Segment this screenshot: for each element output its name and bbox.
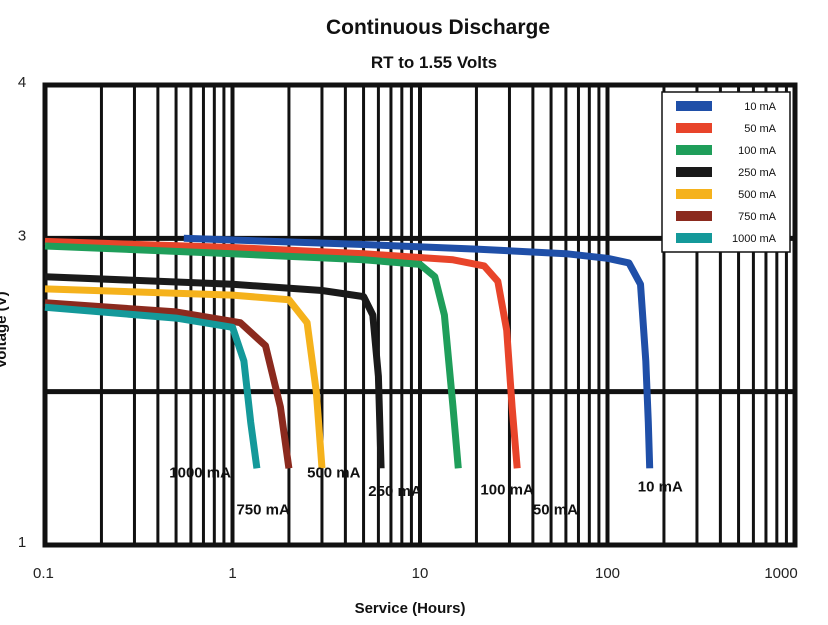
series-line-500-ma <box>44 285 326 469</box>
legend-swatch <box>676 211 712 221</box>
legend-swatch <box>676 123 712 133</box>
x-tick-label: 1000 <box>764 565 797 582</box>
x-tick-label: 10 <box>412 565 429 582</box>
x-tick-label: 1 <box>228 565 236 582</box>
curve-label: 100 mA <box>480 481 534 498</box>
x-tick-label: 100 <box>595 565 620 582</box>
legend-swatch <box>676 233 712 243</box>
curve-label: 10 mA <box>638 478 683 495</box>
legend-label: 50 mA <box>744 123 776 135</box>
curve-label: 50 mA <box>533 501 578 518</box>
legend-swatch <box>676 101 712 111</box>
y-tick-label: 3 <box>18 227 26 244</box>
legend-swatch <box>676 189 712 199</box>
legend-swatch <box>676 167 712 177</box>
legend-swatch <box>676 145 712 155</box>
legend-label: 750 mA <box>738 211 777 223</box>
legend-label: 10 mA <box>744 101 776 113</box>
series-line-10-ma <box>183 234 654 469</box>
legend-label: 100 mA <box>738 145 777 157</box>
legend: 10 mA 50 mA 100 mA 250 mA 500 mA 750 mA 1000 m… <box>661 91 791 253</box>
series-line-100-ma <box>44 242 462 469</box>
curve-label: 1000 mA <box>169 465 231 482</box>
curve-label: 750 mA <box>236 501 290 518</box>
legend-label: 250 mA <box>738 167 777 179</box>
chart-title: Continuous Discharge <box>326 16 550 39</box>
x-tick-label: 0.1 <box>33 565 54 582</box>
x-axis-label: Service (Hours) <box>355 600 466 617</box>
curve-label: 250 mA <box>368 483 422 500</box>
legend-label: 1000 mA <box>732 233 777 245</box>
y-tick-label: 1 <box>18 534 26 551</box>
series-lines <box>44 234 654 469</box>
curve-label: 500 mA <box>307 465 361 482</box>
legend-label: 500 mA <box>738 189 777 201</box>
series-line-1000-ma <box>44 303 261 469</box>
curve-annotations: 1000 mA 750 mA 500 mA 250 mA 100 mA 50 mA 10 m… <box>169 465 683 519</box>
y-tick-label: 4 <box>18 74 26 91</box>
chart-subtitle: RT to 1.55 Volts <box>371 53 497 72</box>
series-line-750-ma <box>44 299 293 469</box>
series-line-50-ma <box>44 237 521 469</box>
tick-labels: 0.1 1 10 100 1000 1 3 4 <box>18 74 798 582</box>
series-line-250-ma <box>44 273 385 469</box>
y-axis-label: Voltage (V) <box>0 291 10 368</box>
